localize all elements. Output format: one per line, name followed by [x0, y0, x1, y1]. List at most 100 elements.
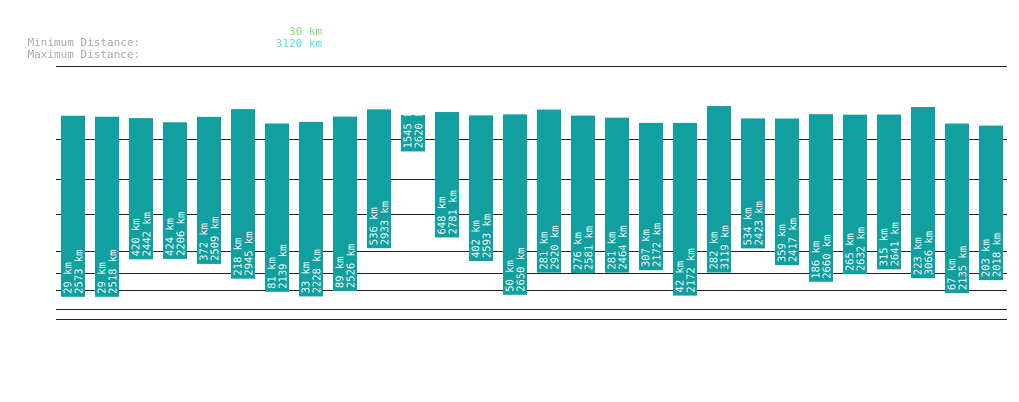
max-distance-label: 2933 km [380, 201, 392, 245]
max-distance-label: 2920 km [550, 225, 562, 269]
min-distance-row: Minimum Distance: 30 km [1, 26, 323, 48]
range-bar [401, 114, 425, 152]
min-distance-label: 218 km [233, 238, 245, 276]
max-distance-label: 2442 km [142, 212, 154, 256]
min-distance-label: 536 km [369, 207, 381, 245]
range-bar-group: 424 km 2206 km [163, 122, 188, 259]
range-bar-group: 89 km 2526 km [333, 116, 358, 292]
max-distance-label: 2172 km [652, 223, 664, 267]
min-distance-label: 29 km [63, 262, 75, 294]
range-bar [809, 114, 833, 282]
min-distance-label: 203 km [981, 239, 993, 277]
min-distance-label: 359 km [777, 224, 789, 262]
min-distance-label: 281 km [607, 232, 619, 270]
range-bar-group: 281 km 2464 km [605, 117, 630, 273]
range-bar-group: 534 km 2423 km [741, 118, 766, 249]
min-distance-label: 648 km [437, 197, 449, 235]
max-distance-label: 2526 km [346, 244, 358, 288]
min-distance-label: 186 km [811, 241, 823, 279]
min-distance-label: 420 km [131, 218, 143, 256]
range-bar [197, 116, 221, 264]
range-bar [61, 115, 85, 297]
max-distance-label: 2417 km [788, 218, 800, 262]
max-distance-value: 3120 km [275, 37, 323, 50]
range-bar [537, 109, 561, 273]
min-distance-label: 81 km [267, 257, 279, 289]
min-distance-label: 89 km [335, 256, 347, 288]
max-distance-label: 3066 km [924, 231, 936, 275]
min-distance-label: 282 km [709, 232, 721, 270]
range-bar [605, 117, 629, 273]
range-bar-group: 218 km 2945 km [231, 109, 256, 279]
range-bar-group: 42 km 2172 km [673, 122, 698, 296]
range-bar-group: 50 km 2650 km [503, 114, 528, 295]
range-bar-group: 420 km 2442 km [129, 118, 154, 260]
range-bar [265, 123, 289, 292]
min-distance-label: 281 km [539, 232, 551, 270]
range-bar-group: 315 km 2641 km [877, 114, 902, 270]
range-bar-group: 372 km 2509 km [197, 116, 222, 264]
max-distance-row: Maximum Distance: 3120 km [1, 38, 323, 60]
max-distance-label: 3119 km [720, 225, 732, 269]
range-bar [435, 112, 459, 238]
min-distance-label: 307 km [641, 229, 653, 267]
max-distance-label: 2172 km [686, 248, 698, 292]
max-distance-label: 2945 km [244, 231, 256, 275]
max-distance-label: 2423 km [754, 201, 766, 245]
max-distance-label: 2660 km [822, 234, 834, 278]
range-bar [503, 114, 527, 295]
min-distance-value: 30 km [288, 25, 323, 38]
range-bar [843, 114, 867, 275]
min-distance-label: 372 km [199, 223, 211, 261]
min-distance-label: 402 km [471, 220, 483, 258]
max-distance-label: 2135 km [958, 246, 970, 290]
range-bar-group: 281 km 2920 km [537, 109, 562, 273]
range-bar-group: 402 km 2593 km [469, 115, 494, 262]
max-distance-label: 2464 km [618, 225, 630, 269]
max-distance-label: 2573 km [74, 250, 86, 294]
range-bar-group: 33 km 2228 km [299, 121, 324, 297]
min-distance-label: 315 km [879, 228, 891, 266]
max-distance-label: 2581 km [584, 226, 596, 270]
max-distance-label: 2139 km [278, 245, 290, 289]
range-bar [163, 122, 187, 259]
min-distance-label: Minimum Distance: [27, 36, 141, 49]
max-distance-label: 2632 km [856, 227, 868, 271]
range-bar [979, 125, 1003, 281]
range-bar [333, 116, 357, 292]
range-bar [945, 123, 969, 294]
range-bar-group: 203 km 2018 km [979, 125, 1004, 281]
max-distance-label: 2650 km [516, 248, 528, 292]
min-distance-label: 1545 km [403, 104, 415, 148]
max-distance-label: Maximum Distance: [27, 48, 141, 61]
range-bar [571, 115, 595, 274]
min-distance-label: 534 km [743, 207, 755, 245]
range-bar [299, 121, 323, 297]
min-distance-label: 33 km [301, 262, 313, 294]
min-distance-label: 424 km [165, 218, 177, 256]
range-bar-group: 648 km 2781 km [435, 112, 460, 238]
range-bar [95, 116, 119, 297]
max-distance-label: 2620 km [414, 104, 426, 148]
range-bar [775, 118, 799, 266]
range-bar-group: 29 km 2518 km [95, 116, 120, 297]
range-bar [741, 118, 765, 249]
range-bar [673, 122, 697, 296]
max-distance-label: 2641 km [890, 222, 902, 266]
range-bar-group: 186 km 2660 km [809, 114, 834, 282]
range-bar-group: 307 km 2172 km [639, 122, 664, 271]
range-bar-group: 282 km 3119 km [707, 106, 732, 273]
range-bar-group: 67 km 2135 km [945, 123, 970, 294]
range-bar-group: 223 km 3066 km [911, 106, 936, 279]
range-bar [877, 114, 901, 270]
range-bar [231, 109, 255, 279]
range-bar [639, 122, 663, 271]
min-distance-label: 29 km [97, 262, 109, 294]
range-bar [469, 115, 493, 262]
min-distance-label: 42 km [675, 261, 687, 293]
max-distance-label: 2018 km [992, 233, 1004, 277]
min-distance-label: 50 km [505, 260, 517, 292]
max-distance-label: 2206 km [176, 212, 188, 256]
min-distance-label: 223 km [913, 237, 925, 275]
